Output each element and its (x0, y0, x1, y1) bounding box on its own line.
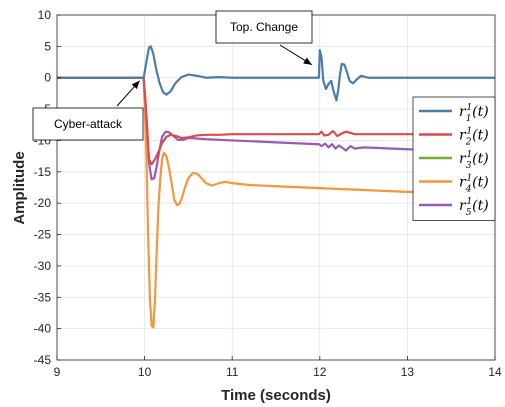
annotation-text: Cyber-attack (54, 117, 123, 131)
legend-label-4: r41(t) (459, 174, 489, 195)
y-tick-label: -35 (34, 290, 52, 304)
legend: r11(t) r21(t)r31(t) r41(t)r51(t) (412, 96, 496, 221)
y-tick-label: -20 (34, 196, 52, 210)
annotation-text: Top. Change (230, 20, 298, 34)
y-tick-label: 0 (44, 71, 51, 85)
y-tick-label: -45 (34, 353, 52, 367)
axis-ticks: 910111213141050-5-10-15-20-25-30-35-40-4… (34, 8, 502, 379)
legend-label-3: r31(t) (459, 150, 489, 171)
x-tick-label: 12 (313, 365, 327, 379)
series-line-2 (57, 76, 495, 166)
annotation-arrow-head (131, 80, 140, 90)
y-tick-label: -30 (34, 259, 52, 273)
annotation-box (215, 10, 313, 44)
annotations: Top. Change Cyber-attack (32, 10, 313, 141)
x-tick-label: 13 (401, 365, 415, 379)
x-axis-title: Time (seconds) (221, 387, 331, 404)
y-tick-label: 5 (44, 39, 51, 53)
series-line-1 (57, 45, 495, 102)
y-axis-title: Amplitude (11, 151, 28, 224)
y-tick-label: 10 (38, 8, 52, 22)
legend-label-5: r51(t) (459, 197, 489, 218)
x-tick-label: 10 (138, 365, 152, 379)
series-lines (57, 45, 496, 329)
y-tick-label: -15 (34, 165, 52, 179)
annotation-arrow-head (303, 57, 312, 65)
x-tick-label: 14 (488, 365, 502, 379)
y-tick-label: -40 (34, 322, 52, 336)
series-line-4 (57, 76, 496, 329)
series-line-5 (57, 76, 496, 181)
legend-label-1: r11(t) (459, 103, 489, 124)
y-tick-label: -25 (34, 228, 52, 242)
x-tick-label: 11 (226, 365, 239, 379)
x-tick-label: 9 (54, 365, 61, 379)
annotation-box (32, 107, 144, 141)
legend-label-2: r21(t) (459, 127, 489, 148)
